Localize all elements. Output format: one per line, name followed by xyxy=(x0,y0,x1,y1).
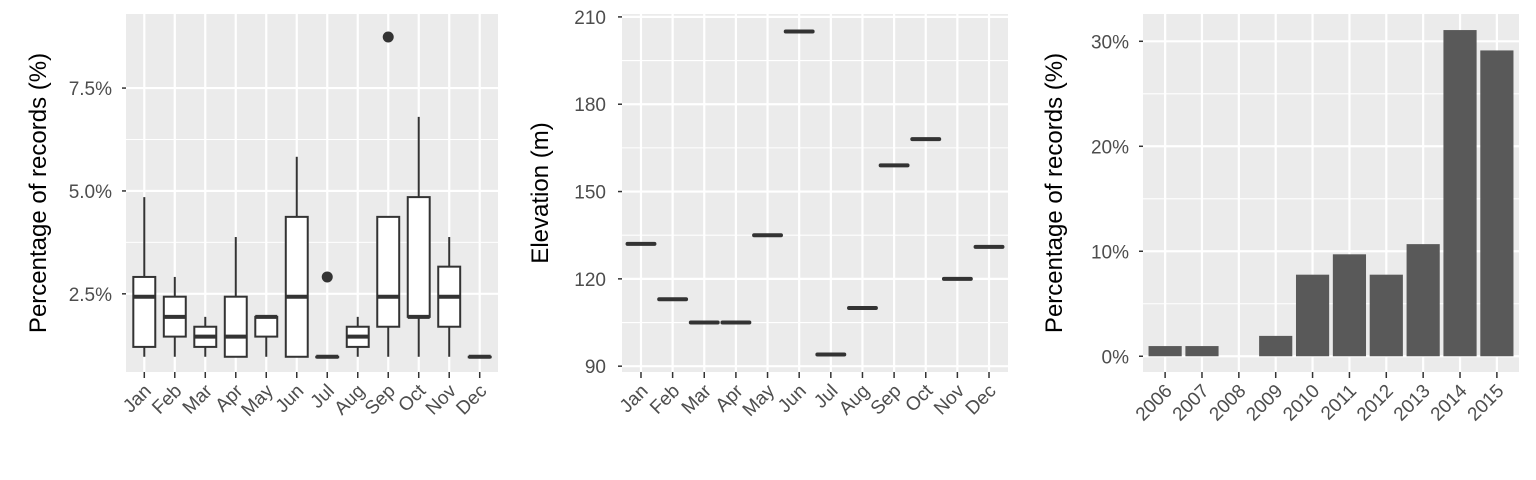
x-tick-label: Oct xyxy=(395,380,431,416)
x-tick-label: May xyxy=(739,380,780,421)
x-tick-label: 2006 xyxy=(1132,381,1177,426)
x-tick-label: May xyxy=(238,380,279,421)
x-tick-label: Feb xyxy=(646,381,684,419)
x-tick-label: Dec xyxy=(452,381,491,420)
x-tick-label: Dec xyxy=(962,381,1001,420)
outlier-point xyxy=(321,271,333,283)
x-tick-label: 2014 xyxy=(1427,380,1472,425)
y-tick-label: 7.5% xyxy=(69,79,112,100)
yearly-percentage-bar-chart: 0%10%20%30%20062007200820092010201120122… xyxy=(1041,14,1519,425)
x-tick-label: Oct xyxy=(902,380,938,416)
y-tick-label: 5.0% xyxy=(69,182,112,203)
box-Sep xyxy=(376,215,401,328)
x-tick-label: Aug xyxy=(331,381,370,420)
bar-2010 xyxy=(1295,274,1330,357)
bar-2012 xyxy=(1369,274,1403,357)
x-tick-label: Nov xyxy=(422,380,461,419)
bar-2013 xyxy=(1406,244,1440,357)
y-tick-label: 180 xyxy=(574,95,606,116)
box-Jun xyxy=(284,215,309,358)
bar-2007 xyxy=(1185,346,1219,357)
x-tick-label: Jun xyxy=(774,381,811,418)
x-tick-label: 2008 xyxy=(1206,381,1251,426)
x-tick-label: Jan xyxy=(119,381,156,418)
bar-2011 xyxy=(1332,254,1367,357)
x-tick-label: 2013 xyxy=(1390,381,1435,426)
x-tick-label: 2015 xyxy=(1464,381,1509,426)
monthly-percentage-boxplot: 2.5%5.0%7.5%JanFebMarAprMayJunJulAugSepO… xyxy=(25,14,498,421)
y-axis-title: Elevation (m) xyxy=(527,122,554,263)
x-tick-label: Mar xyxy=(179,380,217,418)
panel-background xyxy=(622,14,1008,372)
y-tick-label: 2.5% xyxy=(69,285,112,306)
y-axis-title: Percentage of records (%) xyxy=(25,53,52,333)
y-tick-label: 150 xyxy=(574,183,606,204)
outlier-point xyxy=(382,31,394,43)
box-Jan xyxy=(132,275,157,348)
x-tick-label: 2012 xyxy=(1353,381,1398,426)
panel-background xyxy=(126,14,498,372)
y-tick-label: 120 xyxy=(574,270,606,291)
x-tick-label: Jan xyxy=(616,381,653,418)
bar-2009 xyxy=(1259,335,1293,357)
y-axis-title: Percentage of records (%) xyxy=(1041,53,1068,333)
y-tick-label: 20% xyxy=(1091,137,1129,158)
x-tick-label: 2009 xyxy=(1242,381,1287,426)
x-tick-label: Mar xyxy=(678,380,716,418)
y-tick-label: 0% xyxy=(1102,347,1130,368)
bar-2006 xyxy=(1148,346,1182,357)
box-Oct xyxy=(406,196,431,318)
y-tick-label: 210 xyxy=(574,8,606,29)
box-May xyxy=(254,315,279,338)
x-tick-label: Nov xyxy=(930,380,969,419)
bar-2014 xyxy=(1443,30,1477,357)
x-tick-label: Feb xyxy=(148,381,186,419)
x-tick-label: Sep xyxy=(361,381,400,420)
x-tick-label: Aug xyxy=(835,381,874,420)
box-Apr xyxy=(223,295,248,358)
y-tick-label: 90 xyxy=(585,357,606,378)
x-tick-label: 2011 xyxy=(1317,381,1361,425)
x-tick-label: 2010 xyxy=(1279,381,1324,426)
x-tick-label: Jun xyxy=(272,381,309,418)
x-tick-label: Sep xyxy=(867,381,906,420)
y-tick-label: 30% xyxy=(1091,32,1129,53)
x-tick-label: 2007 xyxy=(1169,381,1214,426)
y-tick-label: 10% xyxy=(1091,242,1129,263)
bar-2015 xyxy=(1480,50,1514,357)
